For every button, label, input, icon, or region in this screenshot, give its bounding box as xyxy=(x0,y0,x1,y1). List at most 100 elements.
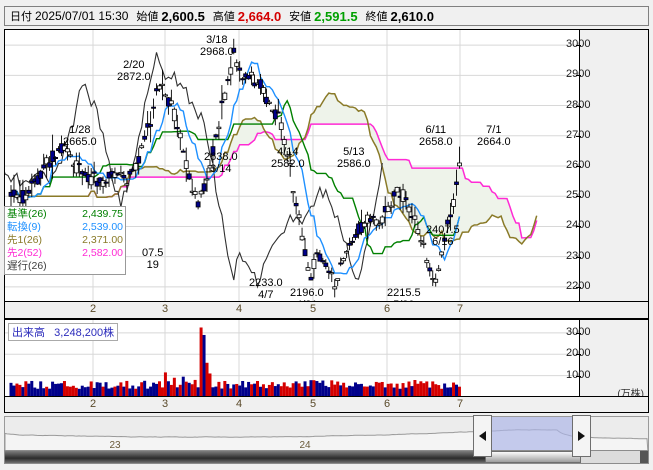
price-chart-panel[interactable]: 2495.01/161/282665.02/202872.03/182968.0… xyxy=(4,29,649,319)
navigator-selection[interactable] xyxy=(483,417,582,453)
price-axis-tickmark xyxy=(576,256,581,258)
x-axis-tick: 5 xyxy=(309,398,317,410)
ichimoku-legend-name: 基準(26) xyxy=(7,208,47,220)
price-axis-tickmark xyxy=(576,105,581,107)
horizontal-scrollbar[interactable] xyxy=(4,450,649,464)
volume-plot-area[interactable]: 出来高 3,248,200株 xyxy=(5,320,579,396)
annotation-line1: 2215.5 xyxy=(387,287,421,299)
annotation-line1: 2/20 xyxy=(123,59,145,71)
price-axis-tickmark xyxy=(576,135,581,137)
volume-chart-panel[interactable]: 出来高 3,248,200株 3000 2000 1000 (万株) 2 3 4 5 6 7 xyxy=(4,319,649,413)
volume-axis-tickmark xyxy=(576,332,581,334)
ichimoku-legend-value: 2,539.00 xyxy=(82,221,123,233)
price-x-axis: 2 3 4 5 6 7 xyxy=(5,301,648,318)
open-label: 始値 xyxy=(136,11,159,23)
annotation-line2: 2586.0 xyxy=(337,157,371,170)
x-axis-tick: 4 xyxy=(235,303,243,315)
annotation-line2: 4/7 xyxy=(258,288,274,301)
annotation-line2: 2658.0 xyxy=(419,135,453,148)
x-axis-tick: 3 xyxy=(161,303,169,315)
open-value: 2,600.5 xyxy=(161,8,205,24)
navigator-left-handle[interactable] xyxy=(473,415,492,457)
annotation-line1: 1/28 xyxy=(69,124,91,136)
volume-axis-tickmark xyxy=(576,354,581,356)
ichimoku-legend-name: 遅行(26) xyxy=(7,260,47,272)
annotation-line2: 2664.0 xyxy=(477,135,511,148)
high-label: 高値 xyxy=(212,11,235,23)
x-axis-tick: 4 xyxy=(235,398,243,410)
price-chart-svg xyxy=(5,30,579,301)
ichimoku-legend-value: 2,371.00 xyxy=(82,234,123,246)
price-annotation: 2/20 2872.0 xyxy=(117,59,151,83)
date-label: 日付 xyxy=(10,11,32,23)
price-annotation: 07.5 19 xyxy=(142,247,164,271)
ichimoku-legend-name: 転換(9) xyxy=(7,221,41,233)
price-annotation: 4/14 2582.0 xyxy=(271,146,305,170)
x-axis-tick: 5 xyxy=(309,303,317,315)
close-value: 2,610.0 xyxy=(390,8,434,24)
price-axis-tickmark xyxy=(576,286,581,288)
price-annotation: 3/18 2968.0 xyxy=(200,34,234,58)
scrollbar-track-filled xyxy=(5,451,485,463)
annotation-line2: 2582.0 xyxy=(271,157,305,170)
annotation-line2: 2968.0 xyxy=(200,45,234,58)
annotation-line2: 2872.0 xyxy=(117,70,151,83)
close-label: 終値 xyxy=(365,11,388,23)
annotation-line1: 2233.0 xyxy=(249,277,283,289)
volume-legend-value: 3,248,200株 xyxy=(54,327,115,339)
price-axis-tickmark xyxy=(576,166,581,167)
price-annotation: 5/13 2586.0 xyxy=(337,146,371,170)
volume-legend-label: 出来高 xyxy=(12,327,45,339)
x-axis-tick: 3 xyxy=(161,398,169,410)
ichimoku-legend-row: 先1(26) 2,371.00 xyxy=(7,234,123,247)
annotation-line1: 5/13 xyxy=(343,146,365,158)
annotation-line2: 4/21 xyxy=(290,299,324,301)
price-annotation: 2196.04/21 xyxy=(290,287,324,301)
volume-x-axis: 2 3 4 5 6 7 xyxy=(5,396,648,412)
x-axis-tick: 2 xyxy=(89,303,97,315)
scrollbar-end-cap xyxy=(640,451,648,463)
ichimoku-legend-row: 先2(52) 2,582.00 xyxy=(7,247,123,260)
ichimoku-legend-name: 先1(26) xyxy=(7,234,43,246)
annotation-line2: 2665.0 xyxy=(63,135,97,148)
price-axis-tickmark xyxy=(576,226,581,228)
price-annotation: 2638.0 3/14 xyxy=(204,151,238,175)
annotation-line1: 2407.5 xyxy=(426,224,460,236)
price-axis-tickmark xyxy=(576,196,581,198)
ichimoku-legend-value: 2,439.75 xyxy=(82,208,123,220)
price-axis-tickmark xyxy=(576,45,581,47)
x-axis-tick: 7 xyxy=(456,303,464,315)
price-annotation: 7/1 2664.0 xyxy=(477,124,511,148)
annotation-line2: 6/16 xyxy=(432,235,454,248)
navigator-year-label: 24 xyxy=(299,440,311,451)
price-annotation: 2233.0 4/7 xyxy=(249,277,283,301)
navigator-right-handle[interactable] xyxy=(572,415,591,457)
date-value: 2025/07/01 15:30 xyxy=(35,9,129,23)
annotation-line1: 6/11 xyxy=(425,124,447,136)
x-axis-tick: 2 xyxy=(89,398,97,410)
navigator-year-label: 23 xyxy=(109,440,121,451)
price-axis-tickmark xyxy=(576,75,581,77)
high-value: 2,664.0 xyxy=(237,8,282,24)
ichimoku-legend-value: 2,582.00 xyxy=(82,247,123,259)
annotation-line1: 4/14 xyxy=(277,146,299,158)
price-annotation: 2215.55/30 xyxy=(387,287,421,301)
annotation-line1: 07.5 xyxy=(142,247,164,259)
ichimoku-legend-row: 基準(26) 2,439.75 xyxy=(7,208,123,221)
ichimoku-legend: 基準(26) 2,439.75 転換(9) 2,539.00 先1(26) 2,371.0… xyxy=(4,206,126,275)
annotation-line1: 2638.0 xyxy=(204,151,238,163)
volume-axis-tickmark xyxy=(576,375,581,377)
range-navigator[interactable]: 23 24 xyxy=(4,416,649,454)
ichimoku-legend-name: 先2(52) xyxy=(7,247,43,259)
scrollbar-thumb[interactable] xyxy=(485,451,581,463)
quote-header-bar: 日付 2025/07/01 15:30 始値 2,600.5 高値 2,664.… xyxy=(4,6,649,26)
annotation-line2: 3/14 xyxy=(210,162,232,175)
annotation-line1: 3/18 xyxy=(206,34,228,46)
low-label: 安値 xyxy=(289,11,312,23)
price-axis: 3000 2900 2800 2700 2600 2500 2400 2300 2200 xyxy=(566,30,648,301)
ichimoku-legend-value xyxy=(65,260,123,273)
volume-legend: 出来高 3,248,200株 xyxy=(8,323,119,341)
annotation-line1: 2196.0 xyxy=(290,287,324,299)
price-annotation: 1/28 2665.0 xyxy=(63,124,97,148)
